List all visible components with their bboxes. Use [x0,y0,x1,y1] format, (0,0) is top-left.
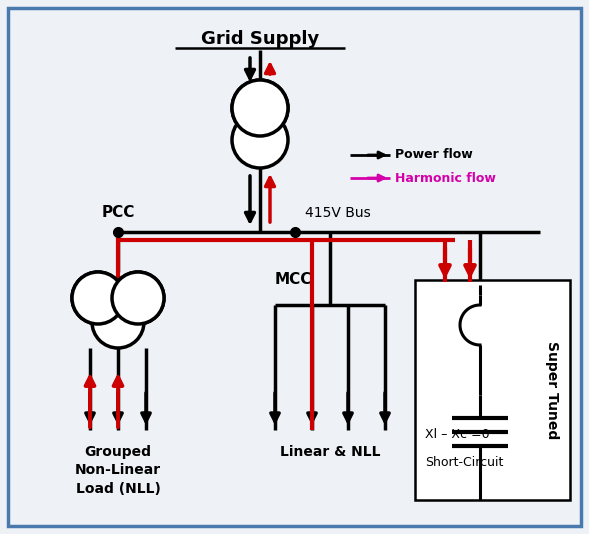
Text: Short-Circuit: Short-Circuit [425,456,504,468]
Text: MCC: MCC [275,272,312,287]
Text: 415V Bus: 415V Bus [305,206,370,220]
Text: Linear & NLL: Linear & NLL [280,445,380,459]
Bar [415,280,570,500]
Circle shape [232,80,288,136]
Text: Grid Supply: Grid Supply [201,30,319,48]
Circle shape [112,272,164,324]
Text: Harmonic flow: Harmonic flow [395,171,496,185]
Circle shape [72,272,124,324]
Circle shape [92,296,144,348]
Text: PCC: PCC [101,205,135,220]
Text: Super Tuned: Super Tuned [545,341,559,439]
Text: Power flow: Power flow [395,148,473,161]
Circle shape [72,272,124,324]
Circle shape [112,272,164,324]
Text: Grouped
Non-Linear
Load (NLL): Grouped Non-Linear Load (NLL) [75,445,161,496]
Circle shape [232,112,288,168]
Circle shape [232,80,288,136]
Text: Xl – Xc =0: Xl – Xc =0 [425,428,489,442]
